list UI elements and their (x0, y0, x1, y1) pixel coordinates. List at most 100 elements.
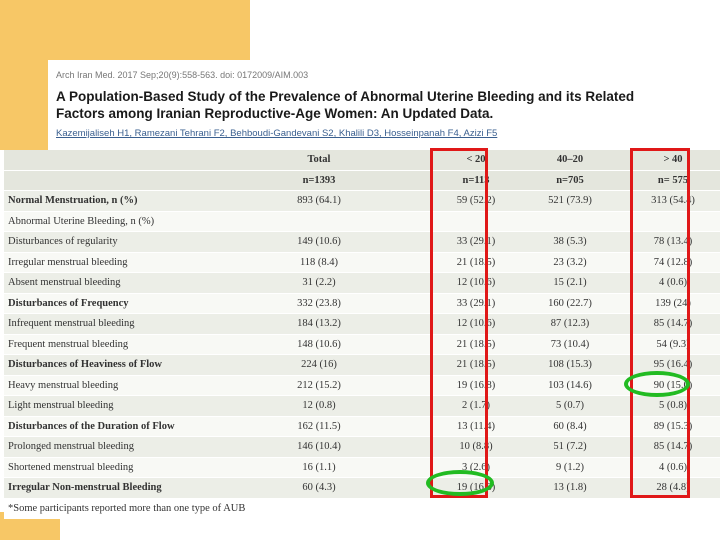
author-list[interactable]: Kazemijaliseh H1, Ramezani Tehrani F2, B… (56, 128, 498, 139)
paper-title: A Population-Based Study of the Prevalen… (56, 89, 635, 121)
cell-20-40: 38 (5.3) (514, 231, 626, 253)
row-label: Normal Menstruation, n (%) (4, 190, 256, 212)
cell-under-20: 10 (8.8) (438, 436, 514, 458)
cell-under-20: 33 (29.1) (438, 293, 514, 314)
cell-over-40: 95 (16.4) (626, 354, 720, 376)
cell-total: 146 (10.4) (256, 436, 382, 458)
cell-under-20 (438, 211, 514, 232)
row-label: Light menstrual bleeding (4, 395, 256, 417)
row-label: Infrequent menstrual bleeding (4, 313, 256, 335)
cell-gap (382, 395, 438, 417)
row-label: Shortened menstrual bleeding (4, 457, 256, 478)
cell-gap (382, 190, 438, 212)
cell-over-40: 4 (0.6) (626, 457, 720, 478)
count-under-20: n=113 (438, 170, 514, 191)
cell-20-40: 521 (73.9) (514, 190, 626, 212)
cell-gap (382, 293, 438, 314)
cell-gap (382, 252, 438, 273)
cell-gap (382, 436, 438, 458)
table-row: Disturbances of regularity 149 (10.6) 33 (… (4, 231, 720, 253)
cell-gap (382, 457, 438, 478)
cell-20-40: 9 (1.2) (514, 457, 626, 478)
highlight-box-over-40 (630, 148, 690, 498)
col-header-total: Total (256, 150, 382, 171)
cell-20-40: 73 (10.4) (514, 334, 626, 355)
cell-total: 184 (13.2) (256, 313, 382, 335)
col-header-under-20: < 20 (438, 150, 514, 171)
cell-over-40: 78 (13.4) (626, 231, 720, 253)
cell-gap (382, 354, 438, 376)
cell-total: 893 (64.1) (256, 190, 382, 212)
count-20-40: n=705 (514, 170, 626, 191)
row-label: Heavy menstrual bleeding (4, 375, 256, 396)
table-row: Disturbances of Heaviness of Flow 224 (16… (4, 354, 720, 376)
table-row: Absent menstrual bleeding 31 (2.2) 12 (10.… (4, 272, 720, 294)
cell-20-40 (514, 211, 626, 232)
citation[interactable]: Arch Iran Med. 2017 Sep;20(9):558-563. d… (56, 70, 309, 80)
table-row: Heavy menstrual bleeding 212 (15.2) 19 (16… (4, 375, 720, 396)
cell-20-40: 108 (15.3) (514, 354, 626, 376)
cell-total: 31 (2.2) (256, 272, 382, 294)
table-row: Normal Menstruation, n (%) 893 (64.1) 59 (… (4, 190, 720, 212)
cell-under-20: 13 (11.4) (438, 416, 514, 437)
cell-over-40: 54 (9.3) (626, 334, 720, 355)
paper-header: Arch Iran Med. 2017 Sep;20(9):558-563. d… (48, 60, 720, 150)
cell-gap (382, 334, 438, 355)
col-header-over-40: > 40 (626, 150, 720, 171)
row-label: Disturbances of regularity (4, 231, 256, 253)
cell-total: 224 (16) (256, 354, 382, 376)
cell-total (256, 211, 382, 232)
cell-over-40: 139 (24) (626, 293, 720, 314)
cell-total: 148 (10.6) (256, 334, 382, 355)
header-blank (4, 150, 256, 171)
cell-gap (382, 375, 438, 396)
row-label: Abnormal Uterine Bleeding, n (%) (4, 211, 256, 232)
cell-gap (382, 211, 438, 232)
row-label: Irregular Non-menstrual Bleeding (4, 477, 256, 499)
row-label: Disturbances of the Duration of Flow (4, 416, 256, 437)
row-label: Disturbances of Frequency (4, 293, 256, 314)
table-row: Abnormal Uterine Bleeding, n (%) (4, 211, 720, 232)
cell-under-20: 19 (16.8) (438, 375, 514, 396)
table-footnote-row: *Some participants reported more than on… (4, 498, 720, 519)
cell-20-40: 5 (0.7) (514, 395, 626, 417)
table-row: Irregular menstrual bleeding 118 (8.4) 21 … (4, 252, 720, 273)
cell-gap (382, 231, 438, 253)
cell-20-40: 23 (3.2) (514, 252, 626, 273)
count-gap (382, 170, 438, 191)
table-row: Shortened menstrual bleeding 16 (1.1) 3 (2… (4, 457, 720, 478)
cell-20-40: 60 (8.4) (514, 416, 626, 437)
cell-gap (382, 313, 438, 335)
cell-total: 60 (4.3) (256, 477, 382, 499)
cell-20-40: 15 (2.1) (514, 272, 626, 294)
cell-total: 118 (8.4) (256, 252, 382, 273)
cell-20-40: 13 (1.8) (514, 477, 626, 499)
row-label: Prolonged menstrual bleeding (4, 436, 256, 458)
cell-total: 162 (11.5) (256, 416, 382, 437)
cell-20-40: 51 (7.2) (514, 436, 626, 458)
col-header-20-40: 40–20 (514, 150, 626, 171)
cell-under-20: 21 (18.5) (438, 252, 514, 273)
highlight-box-under-20 (430, 148, 488, 498)
cell-over-40: 85 (14.7) (626, 436, 720, 458)
cell-over-40 (626, 211, 720, 232)
cell-under-20: 59 (52.2) (438, 190, 514, 212)
cell-over-40: 28 (4.8) (626, 477, 720, 499)
cell-gap (382, 477, 438, 499)
highlight-oval-irregular-nonmenstrual (426, 470, 494, 496)
cell-under-20: 21 (18.5) (438, 354, 514, 376)
cell-total: 12 (0.8) (256, 395, 382, 417)
cell-total: 16 (1.1) (256, 457, 382, 478)
cell-over-40: 74 (12.8) (626, 252, 720, 273)
cell-over-40: 89 (15.3) (626, 416, 720, 437)
table-row: Prolonged menstrual bleeding 146 (10.4) 10… (4, 436, 720, 458)
cell-over-40: 85 (14.7) (626, 313, 720, 335)
cell-20-40: 103 (14.6) (514, 375, 626, 396)
table-row: Disturbances of the Duration of Flow 162 … (4, 416, 720, 437)
cell-under-20: 33 (29.1) (438, 231, 514, 253)
cell-total: 332 (23.8) (256, 293, 382, 314)
table-footnote: *Some participants reported more than on… (4, 498, 720, 519)
results-table: Total < 20 40–20 > 40 n=1393 n=113 n=705… (4, 150, 720, 519)
cell-under-20: 12 (10.6) (438, 272, 514, 294)
count-blank (4, 170, 256, 191)
